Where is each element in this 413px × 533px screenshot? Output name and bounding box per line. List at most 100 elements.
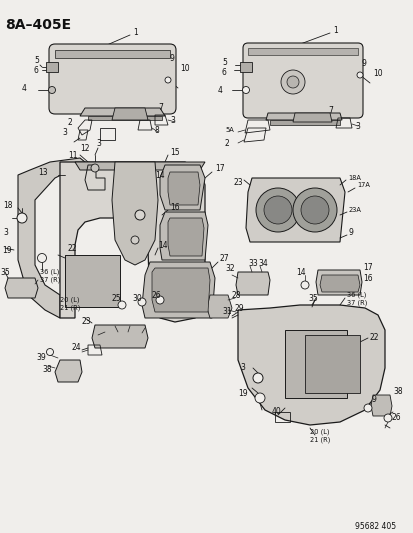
Text: 20 (L): 20 (L) bbox=[60, 297, 79, 303]
Polygon shape bbox=[92, 325, 147, 348]
Text: 30: 30 bbox=[132, 294, 141, 303]
Polygon shape bbox=[112, 162, 158, 265]
Text: 26: 26 bbox=[152, 290, 161, 300]
Polygon shape bbox=[18, 158, 85, 318]
Polygon shape bbox=[5, 278, 38, 298]
Text: 5: 5 bbox=[221, 58, 226, 67]
Text: 4: 4 bbox=[22, 84, 27, 93]
Text: 3: 3 bbox=[3, 228, 8, 237]
Text: 9: 9 bbox=[170, 53, 174, 62]
Text: 8A–405E: 8A–405E bbox=[5, 18, 71, 32]
Circle shape bbox=[46, 349, 53, 356]
Polygon shape bbox=[75, 162, 204, 170]
Text: 20 (L): 20 (L) bbox=[309, 429, 329, 435]
Polygon shape bbox=[152, 268, 209, 312]
Circle shape bbox=[254, 393, 264, 403]
Text: 21 (R): 21 (R) bbox=[309, 437, 330, 443]
Text: 10: 10 bbox=[180, 63, 189, 72]
Text: 14: 14 bbox=[158, 240, 167, 249]
Text: 17: 17 bbox=[362, 262, 372, 271]
Text: 9: 9 bbox=[371, 395, 376, 405]
Circle shape bbox=[135, 210, 145, 220]
Text: 33: 33 bbox=[247, 259, 257, 268]
Polygon shape bbox=[159, 212, 207, 260]
Text: 23: 23 bbox=[233, 177, 243, 187]
Circle shape bbox=[118, 301, 126, 309]
Text: 36 (L): 36 (L) bbox=[40, 269, 59, 275]
Text: 39: 39 bbox=[36, 353, 46, 362]
Text: 10: 10 bbox=[372, 69, 382, 77]
Text: 37 (R): 37 (R) bbox=[40, 277, 60, 283]
Circle shape bbox=[280, 70, 304, 94]
Text: 18A: 18A bbox=[347, 175, 360, 181]
Bar bbox=[284, 330, 346, 398]
Text: 4: 4 bbox=[218, 85, 222, 94]
Text: 5: 5 bbox=[34, 55, 39, 64]
Polygon shape bbox=[168, 172, 199, 205]
Text: 35: 35 bbox=[307, 294, 317, 303]
Polygon shape bbox=[55, 360, 82, 382]
Polygon shape bbox=[88, 116, 161, 120]
Circle shape bbox=[292, 188, 336, 232]
Polygon shape bbox=[60, 162, 204, 322]
Circle shape bbox=[242, 86, 249, 93]
Text: 16: 16 bbox=[170, 203, 179, 212]
Circle shape bbox=[300, 196, 328, 224]
Text: 22: 22 bbox=[369, 334, 379, 343]
Text: 38: 38 bbox=[42, 366, 52, 375]
Text: 14: 14 bbox=[295, 268, 305, 277]
Text: 3: 3 bbox=[62, 127, 67, 136]
Polygon shape bbox=[266, 113, 341, 120]
Text: 9: 9 bbox=[348, 228, 353, 237]
Text: 1: 1 bbox=[133, 28, 138, 36]
Circle shape bbox=[91, 164, 99, 172]
Text: 8: 8 bbox=[154, 125, 159, 134]
Text: 1: 1 bbox=[332, 26, 337, 35]
Polygon shape bbox=[240, 62, 252, 72]
Text: 9: 9 bbox=[361, 59, 366, 68]
Polygon shape bbox=[168, 218, 204, 256]
Text: 6: 6 bbox=[221, 68, 226, 77]
Polygon shape bbox=[319, 275, 359, 292]
Text: 23: 23 bbox=[82, 318, 91, 327]
Circle shape bbox=[383, 414, 391, 422]
Text: 25: 25 bbox=[112, 294, 121, 303]
Text: 2: 2 bbox=[68, 117, 73, 126]
Text: 17: 17 bbox=[214, 164, 224, 173]
Circle shape bbox=[48, 86, 55, 93]
Text: 38: 38 bbox=[392, 387, 402, 397]
Text: 5A: 5A bbox=[224, 127, 233, 133]
Polygon shape bbox=[247, 48, 357, 55]
Text: 24: 24 bbox=[72, 343, 81, 352]
Circle shape bbox=[263, 196, 291, 224]
Text: 14: 14 bbox=[154, 171, 164, 180]
Bar bbox=[304, 335, 359, 393]
Text: 17A: 17A bbox=[356, 182, 369, 188]
Text: 29: 29 bbox=[235, 303, 244, 312]
Polygon shape bbox=[269, 120, 339, 125]
Circle shape bbox=[255, 188, 299, 232]
Polygon shape bbox=[55, 50, 170, 58]
Text: 11: 11 bbox=[68, 150, 77, 159]
Text: 37 (R): 37 (R) bbox=[346, 300, 366, 306]
Polygon shape bbox=[315, 270, 361, 295]
Polygon shape bbox=[46, 62, 58, 72]
Circle shape bbox=[356, 72, 362, 78]
Text: 6: 6 bbox=[34, 66, 39, 75]
Polygon shape bbox=[206, 295, 231, 318]
Circle shape bbox=[300, 281, 308, 289]
Circle shape bbox=[38, 254, 46, 262]
Text: 35: 35 bbox=[0, 268, 10, 277]
Text: 18: 18 bbox=[3, 200, 12, 209]
Circle shape bbox=[165, 77, 171, 83]
Text: 23A: 23A bbox=[348, 207, 361, 213]
Circle shape bbox=[156, 296, 164, 304]
Text: 2: 2 bbox=[224, 139, 229, 148]
Text: 15: 15 bbox=[170, 148, 179, 157]
Text: 16: 16 bbox=[362, 273, 372, 282]
Text: 36 (L): 36 (L) bbox=[346, 292, 366, 298]
Text: 22: 22 bbox=[68, 244, 77, 253]
FancyBboxPatch shape bbox=[49, 44, 176, 114]
Text: 95682 405: 95682 405 bbox=[354, 522, 395, 531]
Polygon shape bbox=[370, 395, 391, 416]
